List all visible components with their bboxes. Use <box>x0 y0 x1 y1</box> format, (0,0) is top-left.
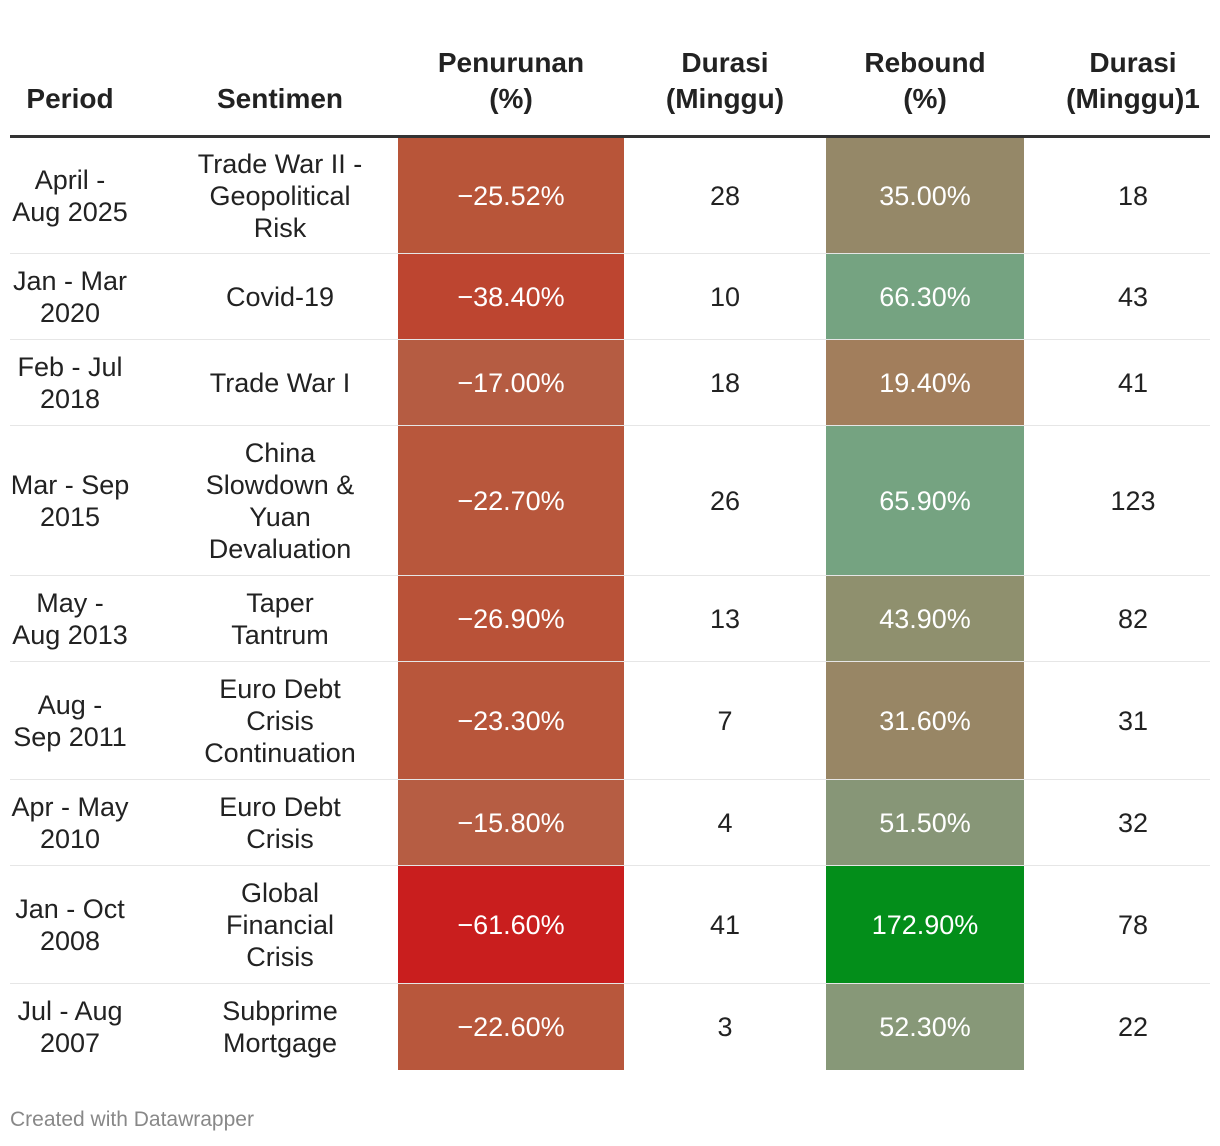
period-cell: Apr - May 2010 <box>11 791 129 854</box>
penurunan-cell: −17.00% <box>398 340 624 425</box>
period-cell: May - Aug 2013 <box>12 587 128 650</box>
rebound-cell: 51.50% <box>826 780 1024 865</box>
rebound-cell: 52.30% <box>826 984 1024 1070</box>
durasi-turun-cell: 4 <box>717 807 733 838</box>
period-header: Period <box>10 81 130 117</box>
rebound-cell: 172.90% <box>826 866 1024 983</box>
durasi-rebound-cell: 78 <box>1117 909 1149 940</box>
datawrapper-credit[interactable]: Created with Datawrapper <box>10 1108 254 1131</box>
data-table: Period Sentimen Penurunan (%) Durasi (Minggu)… <box>10 0 1210 1070</box>
durasi-turun-cell: 3 <box>717 1012 733 1042</box>
table-row: May - Aug 2013 Taper Tantrum −26.90% 13 43.9… <box>10 576 1210 662</box>
header-line: (Minggu)1 <box>1066 83 1200 114</box>
durasi-rebound-cell: 22 <box>1117 1012 1149 1042</box>
period-cell: Mar - Sep 2015 <box>10 469 130 532</box>
header-line: Durasi <box>681 47 769 78</box>
table-row: Apr - May 2010 Euro Debt Crisis −15.80% 4 51… <box>10 780 1210 866</box>
durasi-turun-cell: 41 <box>709 909 741 940</box>
penurunan-header: Penurunan (%) <box>398 45 624 117</box>
header-line: Durasi <box>1089 47 1177 78</box>
rebound-cell: 43.90% <box>826 576 1024 661</box>
durasi-rebound-cell: 123 <box>1110 485 1156 516</box>
period-cell: April - Aug 2025 <box>12 164 128 227</box>
table-row: April - Aug 2025 Trade War II - Geopoliti… <box>10 138 1210 254</box>
sentimen-cell: Subprime Mortgage <box>222 996 338 1058</box>
rebound-cell: 65.90% <box>826 426 1024 575</box>
table-row: Jul - Aug 2007 Subprime Mortgage −22.60% 3 5… <box>10 984 1210 1070</box>
sentimen-cell: Euro Debt Crisis Continuation <box>204 673 356 768</box>
durasi-rebound-cell: 43 <box>1117 281 1149 312</box>
header-line: (%) <box>903 83 947 114</box>
penurunan-cell: −38.40% <box>398 254 624 339</box>
sentimen-cell: China Slowdown & Yuan Devaluation <box>205 437 355 564</box>
durasi-turun-header: Durasi (Minggu) <box>624 45 826 117</box>
header-line: (%) <box>489 83 533 114</box>
period-cell: Jan - Mar 2020 <box>12 265 128 328</box>
durasi-rebound-cell: 31 <box>1117 705 1149 736</box>
sentimen-cell: Trade War I <box>209 367 351 398</box>
penurunan-cell: −22.60% <box>398 984 624 1070</box>
rebound-cell: 35.00% <box>826 138 1024 253</box>
header-line: Penurunan <box>437 47 585 78</box>
durasi-turun-cell: 13 <box>709 603 741 634</box>
table-row: Jan - Mar 2020 Covid-19 −38.40% 10 66.30% 43 <box>10 254 1210 340</box>
header-line: Sentimen <box>216 83 344 114</box>
durasi-turun-cell: 28 <box>709 180 741 211</box>
sentimen-cell: Trade War II - Geopolitical Risk <box>197 148 363 243</box>
table-header: Period Sentimen Penurunan (%) Durasi (Minggu)… <box>10 0 1210 138</box>
sentimen-cell: Global Financial Crisis <box>225 877 335 972</box>
period-cell: Aug - Sep 2011 <box>13 689 127 752</box>
header-line: (Minggu) <box>665 83 785 114</box>
sentimen-cell: Covid-19 <box>225 281 335 312</box>
table-row: Aug - Sep 2011 Euro Debt Crisis Continuat… <box>10 662 1210 780</box>
penurunan-cell: −25.52% <box>398 138 624 253</box>
table-row: Jan - Oct 2008 Global Financial Crisis −61… <box>10 866 1210 984</box>
durasi-rebound-cell: 82 <box>1117 603 1149 634</box>
durasi-turun-cell: 18 <box>709 367 741 398</box>
rebound-cell: 31.60% <box>826 662 1024 779</box>
durasi-rebound-cell: 32 <box>1117 807 1149 838</box>
penurunan-cell: −26.90% <box>398 576 624 661</box>
sentimen-cell: Euro Debt Crisis <box>219 791 341 854</box>
penurunan-cell: −22.70% <box>398 426 624 575</box>
table-row: Mar - Sep 2015 China Slowdown & Yuan Deva… <box>10 426 1210 576</box>
period-cell: Feb - Jul 2018 <box>17 351 123 414</box>
durasi-rebound-header: Durasi (Minggu)1 <box>1038 45 1220 117</box>
penurunan-cell: −23.30% <box>398 662 624 779</box>
durasi-turun-cell: 7 <box>717 705 733 736</box>
rebound-cell: 19.40% <box>826 340 1024 425</box>
period-cell: Jul - Aug 2007 <box>17 996 123 1058</box>
durasi-turun-cell: 10 <box>709 281 741 312</box>
sentimen-cell: Taper Tantrum <box>231 587 329 650</box>
period-cell: Jan - Oct 2008 <box>15 893 125 956</box>
header-line: Rebound <box>864 47 986 78</box>
sentimen-header: Sentimen <box>180 81 380 117</box>
durasi-rebound-cell: 18 <box>1117 180 1149 211</box>
rebound-header: Rebound (%) <box>826 45 1024 117</box>
durasi-turun-cell: 26 <box>709 485 741 516</box>
durasi-rebound-cell: 41 <box>1117 367 1149 398</box>
penurunan-cell: −61.60% <box>398 866 624 983</box>
table-body: April - Aug 2025 Trade War II - Geopoliti… <box>10 138 1210 1070</box>
penurunan-cell: −15.80% <box>398 780 624 865</box>
header-line: Period <box>26 83 114 114</box>
table-row: Feb - Jul 2018 Trade War I −17.00% 18 19.40%… <box>10 340 1210 426</box>
rebound-cell: 66.30% <box>826 254 1024 339</box>
